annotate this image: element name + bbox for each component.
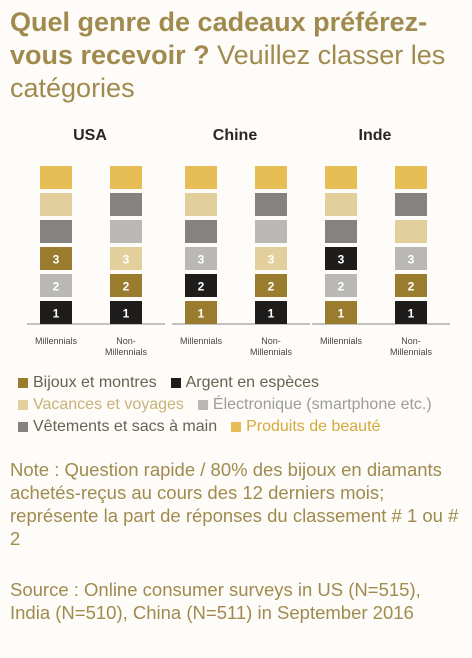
bar-segment (110, 166, 142, 189)
rank-label: 1 (268, 307, 275, 321)
bar-segment (110, 220, 142, 243)
bar-segment (40, 301, 72, 324)
rank-label: 2 (53, 280, 60, 294)
bar-segment (185, 274, 217, 297)
bar-segment (395, 193, 427, 216)
chart-title: Quel genre de cadeaux préférez-vous rece… (10, 6, 466, 105)
category-label: Millennials (320, 336, 363, 346)
legend-label: Argent en espèces (185, 374, 320, 391)
category-label: Millennials (250, 347, 293, 357)
legend-item-beaute: Produits de beauté (231, 416, 380, 438)
bar-segment (255, 193, 287, 216)
bar-segment (40, 220, 72, 243)
legend-swatch (18, 400, 28, 410)
bar-segment (325, 193, 357, 216)
title-light: Veuillez classer les catégories (10, 40, 446, 103)
rank-label: 2 (408, 280, 415, 294)
bar-segment (110, 274, 142, 297)
rank-label: 2 (123, 280, 130, 294)
bar-segment (325, 166, 357, 189)
bar-segment (40, 274, 72, 297)
legend-label: Bijoux et montres (33, 374, 157, 391)
legend-swatch (18, 378, 28, 388)
bar-segment (395, 247, 427, 270)
legend-item-vetements: Vêtements et sacs à main (18, 416, 217, 438)
category-label: Non- (401, 336, 421, 346)
legend-label: Vacances et voyages (33, 396, 184, 413)
bar-segment (185, 166, 217, 189)
category-label: Non- (116, 336, 136, 346)
legend-item-bijoux: Bijoux et montres (18, 372, 157, 394)
rank-label: 3 (123, 253, 130, 267)
legend-label: Électronique (smartphone etc.) (212, 396, 432, 413)
rank-label: 1 (408, 307, 415, 321)
title-bold: Quel genre de cadeaux préférez-vous rece… (10, 7, 428, 70)
bar-segment (325, 220, 357, 243)
legend-swatch (231, 422, 242, 432)
category-label: Non- (261, 336, 281, 346)
rank-label: 3 (338, 253, 345, 267)
legend-label: Produits de beauté (246, 418, 381, 435)
bar-segment (255, 166, 287, 189)
rank-label: 1 (198, 307, 205, 321)
rank-label: 1 (338, 307, 345, 321)
bar-segment (185, 247, 217, 270)
bar-segment (255, 301, 287, 324)
bar-segment (40, 193, 72, 216)
bar-segment (395, 220, 427, 243)
bar-segment (110, 301, 142, 324)
bar-segment (110, 193, 142, 216)
stacked-bar-chart: USA Chine Inde123Millennials123Non-Millenn… (27, 127, 450, 357)
bar-segment (185, 193, 217, 216)
bar-segment (255, 220, 287, 243)
bar-segment (395, 301, 427, 324)
legend-item-electronique: Électronique (smartphone etc.) (197, 394, 432, 416)
bar-segment (325, 301, 357, 324)
legend: Bijoux et montres Argent en espèces Vaca… (18, 372, 468, 438)
category-label: Millennials (105, 347, 148, 357)
bar-segment (40, 247, 72, 270)
rank-label: 3 (53, 253, 60, 267)
panel-title: Chine (213, 127, 258, 144)
panel-title: USA (73, 127, 107, 144)
legend-swatch (197, 400, 208, 410)
legend-swatch (18, 422, 28, 432)
source-text: Source : Online consumer surveys in US (… (10, 579, 421, 623)
category-label: Millennials (35, 336, 78, 346)
legend-item-vacances: Vacances et voyages (18, 394, 184, 416)
panel-title: Inde (359, 127, 392, 144)
rank-label: 3 (408, 253, 415, 267)
legend-item-argent: Argent en espèces (170, 372, 320, 394)
bar-segment (395, 166, 427, 189)
rank-label: 1 (53, 307, 60, 321)
bar-segment (395, 274, 427, 297)
legend-swatch (170, 378, 181, 388)
legend-label: Vêtements et sacs à main (33, 418, 218, 435)
category-label: Millennials (180, 336, 223, 346)
note-text: Note : Question rapide / 80% des bijoux … (10, 459, 459, 549)
bar-segment (325, 247, 357, 270)
rank-label: 3 (268, 253, 275, 267)
bar-segment (40, 166, 72, 189)
rank-label: 3 (198, 253, 205, 267)
bar-segment (185, 301, 217, 324)
bar-segment (325, 274, 357, 297)
bar-segment (255, 247, 287, 270)
category-label: Millennials (390, 347, 433, 357)
rank-label: 2 (198, 280, 205, 294)
rank-label: 2 (268, 280, 275, 294)
bar-segment (185, 220, 217, 243)
rank-label: 2 (338, 280, 345, 294)
bar-segment (255, 274, 287, 297)
bar-segment (110, 247, 142, 270)
rank-label: 1 (123, 307, 130, 321)
